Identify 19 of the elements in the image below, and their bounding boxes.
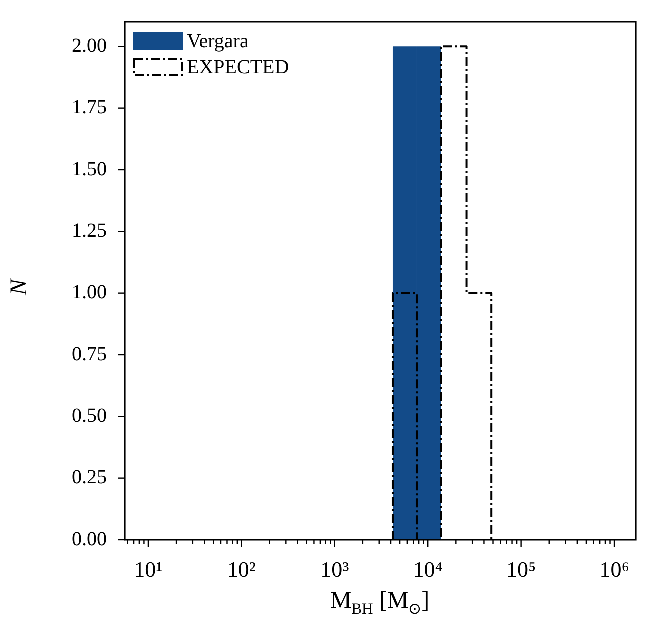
y-tick-label: 0.50 (72, 404, 107, 427)
y-tick-label: 0.00 (72, 528, 107, 550)
y-axis-title: N (6, 279, 34, 296)
y-tick-label: 0.25 (72, 466, 107, 489)
x-tick-label: 10⁵ (506, 556, 536, 582)
x-tick-label: 10³ (320, 556, 350, 582)
y-tick-label: 0.75 (72, 343, 107, 366)
y-tick-label: 2.00 (72, 34, 107, 57)
legend-label: EXPECTED (187, 56, 290, 78)
y-tick-label: 1.75 (72, 96, 107, 119)
x-tick-label: 10¹ (134, 556, 163, 582)
y-tick-label: 1.25 (72, 220, 107, 242)
x-tick-label: 10⁶ (600, 556, 630, 582)
x-tick-label: 10⁴ (413, 556, 444, 582)
y-tick-label: 1.50 (72, 158, 107, 180)
y-tick-label: 1.00 (72, 282, 107, 304)
x-tick-label: 10² (227, 556, 256, 582)
legend-label: Vergara (187, 30, 249, 52)
x-axis-title: M$_{BH}$ [M$_{⊙}$] (329, 588, 431, 619)
